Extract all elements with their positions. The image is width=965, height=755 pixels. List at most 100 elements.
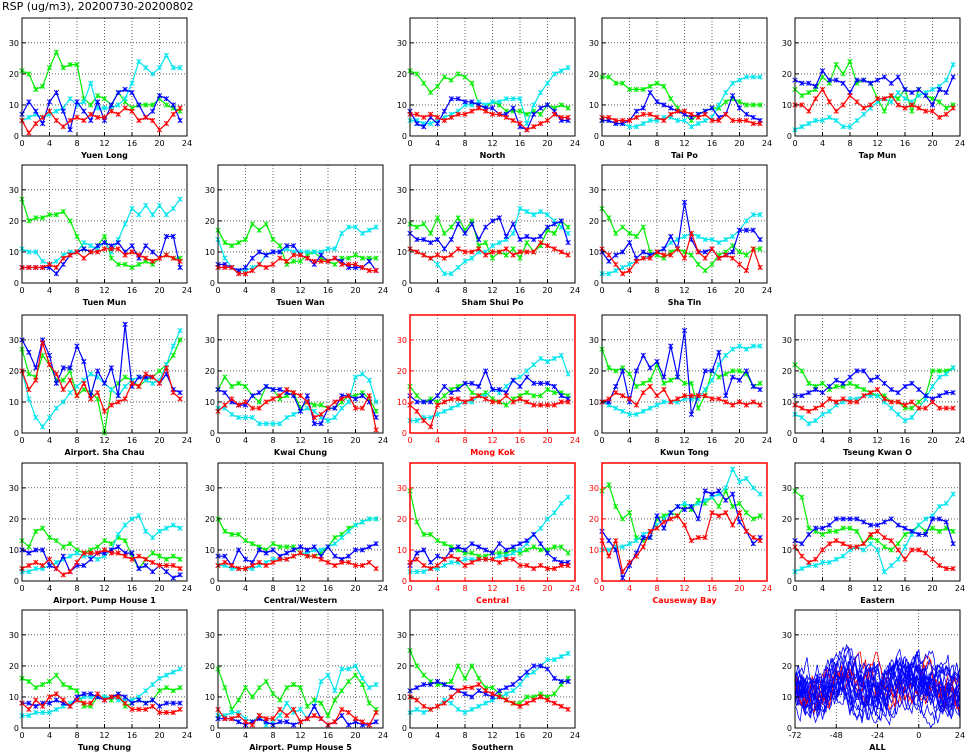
data-point: [723, 399, 729, 405]
data-point: [716, 374, 722, 380]
data-point: [833, 61, 839, 68]
data-point: [806, 408, 812, 414]
data-point: [129, 80, 135, 86]
data-point: [723, 111, 729, 117]
data-point: [558, 218, 564, 224]
data-point: [551, 71, 558, 77]
page-title: RSP (ug/m3), 20200730-20200802: [2, 0, 194, 13]
data-point: [736, 117, 743, 124]
x-tick-label: 16: [323, 436, 333, 445]
data-point: [455, 706, 461, 713]
data-point: [936, 99, 943, 105]
data-point: [482, 556, 489, 562]
data-point: [674, 108, 681, 114]
data-point: [626, 396, 633, 402]
data-point: [170, 575, 176, 581]
data-point: [633, 537, 640, 544]
data-point: [723, 393, 729, 399]
data-point: [503, 246, 509, 252]
data-point: [626, 124, 633, 130]
y-tick-label: 20: [397, 662, 407, 671]
data-point: [916, 86, 922, 93]
data-point: [736, 478, 743, 485]
data-point: [806, 120, 812, 127]
data-point: [26, 218, 32, 224]
data-point: [177, 105, 183, 111]
data-point: [434, 120, 441, 127]
y-tick-label: 10: [589, 398, 599, 407]
data-point: [88, 700, 94, 706]
data-point: [94, 249, 101, 255]
data-point: [290, 722, 297, 728]
data-point: [256, 227, 262, 233]
y-tick-label: 30: [589, 186, 599, 195]
data-point: [750, 516, 756, 522]
data-point: [26, 569, 32, 575]
data-point: [524, 562, 530, 569]
series-line: [601, 385, 761, 407]
data-point: [359, 547, 366, 553]
y-tick-label: 0: [402, 577, 407, 586]
data-point: [366, 258, 372, 264]
data-point: [366, 722, 372, 728]
x-tick-label: 16: [323, 286, 333, 295]
data-point: [448, 389, 454, 396]
data-point: [551, 230, 558, 236]
data-point: [626, 267, 633, 274]
data-point: [366, 559, 372, 566]
data-point: [304, 393, 311, 399]
data-point: [325, 672, 331, 678]
data-point: [806, 525, 812, 531]
panel-label: Airport. Pump House 5: [249, 743, 352, 752]
data-point: [950, 541, 956, 547]
data-point: [895, 522, 901, 528]
data-point: [33, 697, 39, 703]
data-point: [895, 74, 901, 80]
data-point: [448, 405, 454, 411]
data-point: [284, 719, 290, 725]
data-point: [359, 371, 366, 377]
data-point: [455, 221, 461, 227]
x-tick-label: 20: [154, 436, 164, 445]
data-point: [510, 681, 516, 688]
data-point: [688, 503, 695, 510]
data-point: [115, 393, 121, 399]
data-point: [441, 246, 448, 252]
data-point: [39, 562, 46, 569]
data-point: [861, 386, 867, 393]
data-point: [799, 393, 805, 399]
data-point: [469, 221, 475, 227]
data-point: [743, 74, 750, 80]
panel-label: Central: [476, 596, 509, 605]
series-line: [21, 330, 181, 428]
data-point: [163, 700, 170, 706]
data-point: [558, 68, 564, 74]
data-point: [537, 562, 544, 569]
data-point: [414, 236, 420, 243]
data-point: [149, 697, 156, 703]
data-point: [922, 108, 929, 114]
x-tick-label: 4: [435, 584, 440, 593]
data-point: [503, 697, 509, 703]
data-point: [81, 246, 87, 252]
data-point: [101, 233, 108, 240]
data-point: [517, 120, 523, 127]
data-point: [469, 80, 475, 86]
data-point: [149, 108, 156, 114]
y-tick-label: 0: [594, 577, 599, 586]
data-point: [558, 249, 564, 255]
data-point: [695, 120, 701, 127]
y-tick-label: 30: [589, 484, 599, 493]
data-point: [895, 96, 901, 102]
data-point: [256, 389, 262, 396]
data-point: [661, 83, 667, 89]
y-tick-label: 20: [782, 367, 792, 376]
data-point: [462, 111, 468, 117]
data-point: [122, 252, 128, 258]
data-point: [626, 86, 633, 93]
x-tick-label: 8: [847, 584, 852, 593]
data-point: [482, 239, 489, 246]
data-point: [537, 355, 544, 362]
data-point: [861, 368, 867, 374]
data-point: [861, 77, 867, 83]
